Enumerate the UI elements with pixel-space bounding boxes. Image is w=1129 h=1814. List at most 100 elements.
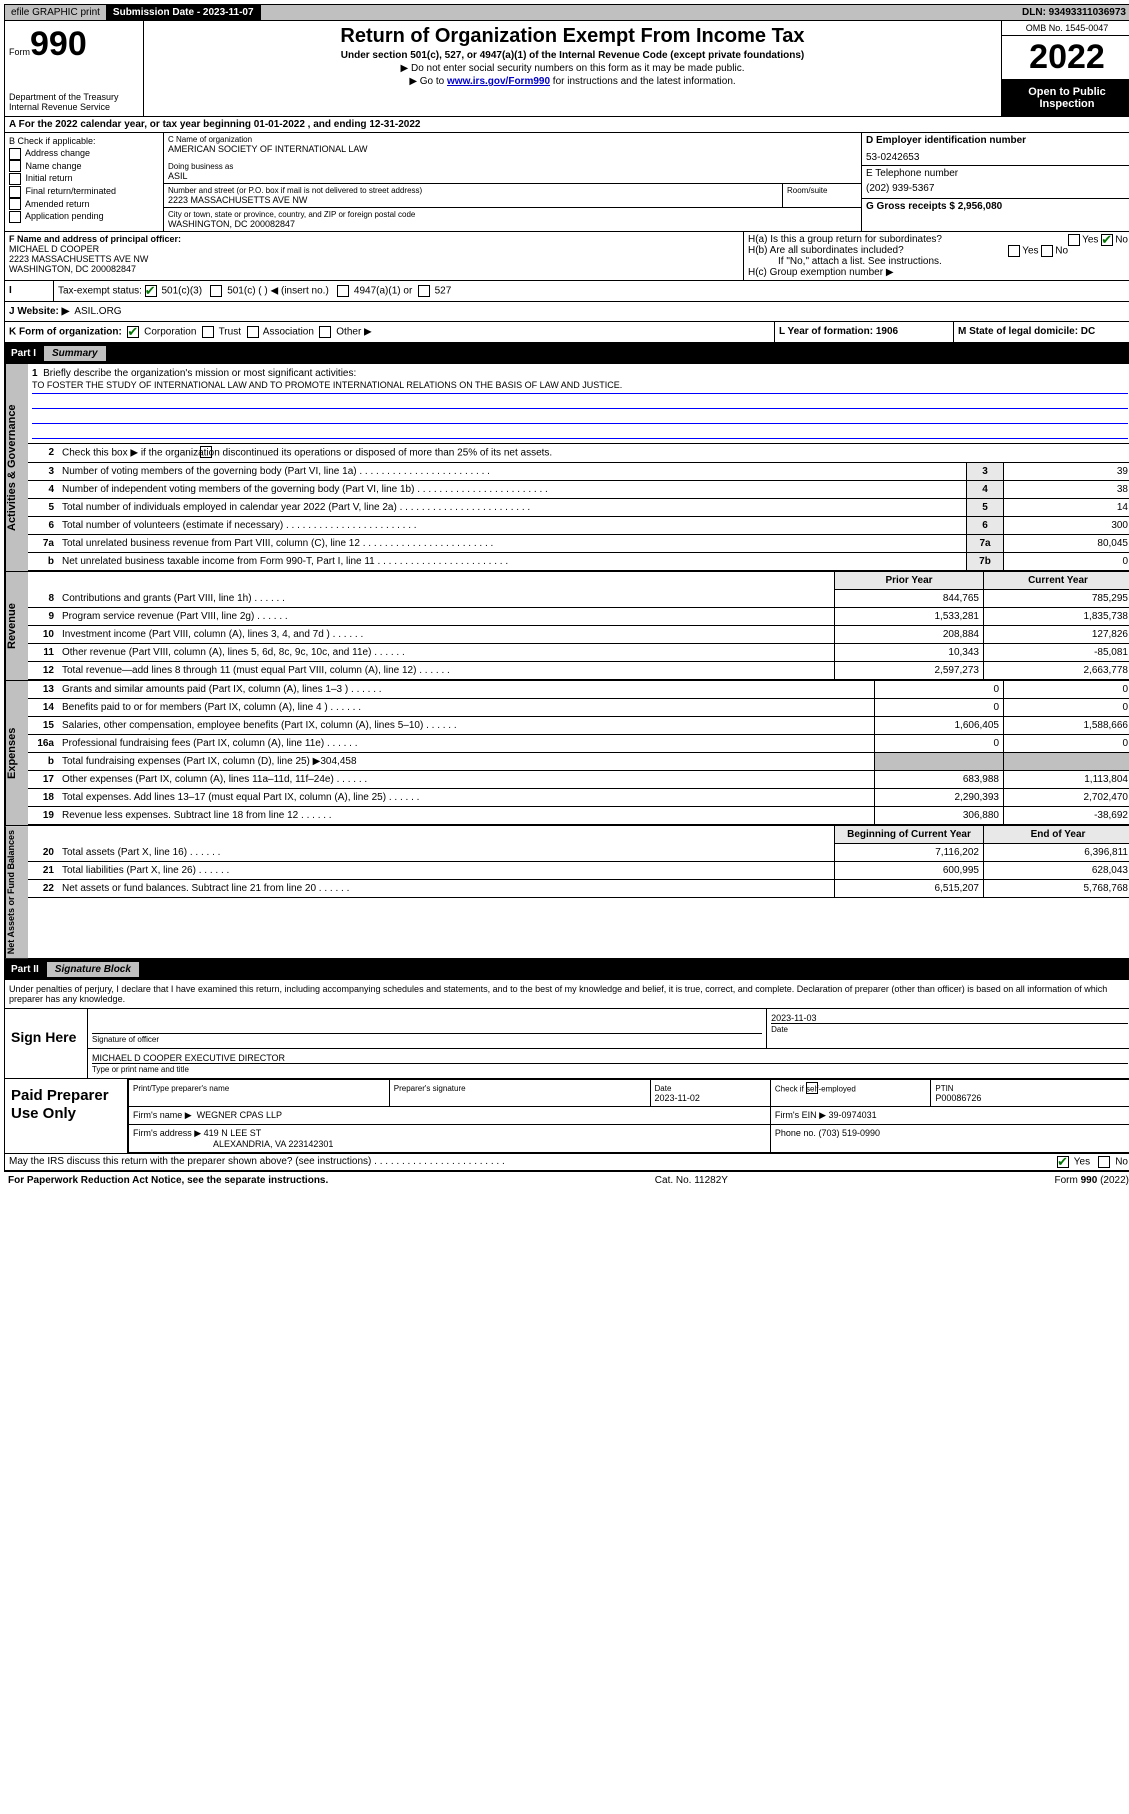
lbl-org-name: C Name of organization bbox=[168, 135, 857, 144]
state-domicile: M State of legal domicile: DC bbox=[954, 322, 1129, 342]
section-d-e-g: D Employer identification number 53-0242… bbox=[861, 133, 1129, 231]
cb-527[interactable] bbox=[418, 285, 430, 297]
form-subtitle-3: ▶ Go to www.irs.gov/Form990 for instruct… bbox=[148, 76, 997, 87]
cb-other[interactable] bbox=[319, 326, 331, 338]
form-header: Form990 Department of the Treasury Inter… bbox=[4, 21, 1129, 117]
cb-corp[interactable] bbox=[127, 326, 139, 338]
cb-assoc[interactable] bbox=[247, 326, 259, 338]
table-row: 8Contributions and grants (Part VIII, li… bbox=[28, 590, 1129, 608]
row-f-h: F Name and address of principal officer:… bbox=[4, 232, 1129, 281]
table-row: 15Salaries, other compensation, employee… bbox=[28, 717, 1129, 735]
cb-address-change[interactable] bbox=[9, 148, 21, 160]
cb-discontinued[interactable] bbox=[200, 446, 212, 458]
part-2-label: Part II bbox=[11, 964, 47, 975]
lbl-street: Number and street (or P.O. box if mail i… bbox=[168, 186, 778, 195]
table-row: 3Number of voting members of the governi… bbox=[28, 463, 1129, 481]
footer-left: For Paperwork Reduction Act Notice, see … bbox=[8, 1175, 328, 1186]
cb-501c[interactable] bbox=[210, 285, 222, 297]
table-row: 11Other revenue (Part VIII, column (A), … bbox=[28, 644, 1129, 662]
hdr-prep-name: Print/Type preparer's name bbox=[133, 1084, 229, 1093]
officer-name: MICHAEL D COOPER bbox=[9, 244, 739, 254]
hdr-end-year: End of Year bbox=[984, 826, 1129, 844]
firm-name-label: Firm's name ▶ bbox=[133, 1110, 192, 1120]
section-net-assets: Net Assets or Fund Balances Beginning of… bbox=[4, 826, 1129, 959]
year-formation: L Year of formation: 1906 bbox=[775, 322, 954, 342]
hdr-begin-year: Beginning of Current Year bbox=[835, 826, 984, 844]
vtab-expenses: Expenses bbox=[5, 681, 28, 825]
governance-rows: 3Number of voting members of the governi… bbox=[28, 463, 1129, 571]
part-1-title: Summary bbox=[44, 346, 106, 361]
cb-hb-no[interactable] bbox=[1041, 245, 1053, 257]
cb-application-pending[interactable] bbox=[9, 211, 21, 223]
table-row: 17Other expenses (Part IX, column (A), l… bbox=[28, 771, 1129, 789]
vtab-net-assets: Net Assets or Fund Balances bbox=[5, 826, 28, 958]
ptin: P00086726 bbox=[935, 1093, 981, 1103]
cb-hb-yes[interactable] bbox=[1008, 245, 1020, 257]
paid-preparer-block: Paid Preparer Use Only Print/Type prepar… bbox=[4, 1079, 1129, 1154]
section-b-title: B Check if applicable: bbox=[9, 135, 159, 147]
cb-name-change[interactable] bbox=[9, 160, 21, 172]
topbar-spacer bbox=[261, 11, 1016, 15]
mission-blank-1 bbox=[32, 394, 1128, 409]
table-row: 13Grants and similar amounts paid (Part … bbox=[28, 681, 1129, 699]
org-name: AMERICAN SOCIETY OF INTERNATIONAL LAW bbox=[168, 144, 857, 154]
table-row: 22Net assets or fund balances. Subtract … bbox=[28, 880, 1129, 898]
cb-ha-no[interactable] bbox=[1101, 234, 1113, 246]
dept-treasury: Department of the Treasury bbox=[9, 92, 139, 102]
section-c: C Name of organization AMERICAN SOCIETY … bbox=[164, 133, 861, 231]
mission-blank-2 bbox=[32, 409, 1128, 424]
submission-date[interactable]: Submission Date - 2023-11-07 bbox=[107, 5, 261, 20]
firm-addr2: ALEXANDRIA, VA 223142301 bbox=[133, 1139, 333, 1149]
cb-discuss-yes[interactable] bbox=[1057, 1156, 1069, 1168]
firm-ein: 39-0974031 bbox=[829, 1110, 877, 1120]
lbl-dba: Doing business as bbox=[168, 162, 857, 171]
row-a-tax-year: A For the 2022 calendar year, or tax yea… bbox=[4, 117, 1129, 133]
cb-self-employed[interactable] bbox=[806, 1082, 818, 1094]
header-center: Return of Organization Exempt From Incom… bbox=[144, 21, 1001, 116]
cb-amended-return[interactable] bbox=[9, 198, 21, 210]
declaration-text: Under penalties of perjury, I declare th… bbox=[4, 980, 1129, 1009]
irs-link[interactable]: www.irs.gov/Form990 bbox=[447, 76, 550, 87]
ptin-label: PTIN bbox=[935, 1084, 953, 1093]
part-2-title: Signature Block bbox=[47, 962, 139, 977]
section-expenses: Expenses 13Grants and similar amounts pa… bbox=[4, 681, 1129, 826]
part-1-label: Part I bbox=[11, 348, 44, 359]
table-row: 16aProfessional fundraising fees (Part I… bbox=[28, 735, 1129, 753]
part-2-header: Part II Signature Block bbox=[4, 959, 1129, 980]
cb-initial-return[interactable] bbox=[9, 173, 21, 185]
cb-501c3[interactable] bbox=[145, 285, 157, 297]
mission-label: Briefly describe the organization's miss… bbox=[43, 368, 356, 379]
header-left: Form990 Department of the Treasury Inter… bbox=[5, 21, 144, 116]
table-row: 19Revenue less expenses. Subtract line 1… bbox=[28, 807, 1129, 825]
form-title: Return of Organization Exempt From Incom… bbox=[148, 25, 997, 48]
efile-graphic-print[interactable]: efile GRAPHIC print bbox=[5, 5, 107, 20]
firm-addr1: 419 N LEE ST bbox=[204, 1128, 262, 1138]
officer-addr1: 2223 MASSACHUSETTS AVE NW bbox=[9, 254, 739, 264]
cb-ha-yes[interactable] bbox=[1068, 234, 1080, 246]
officer-name-label: Type or print name and title bbox=[92, 1065, 189, 1074]
block-b-c-d: B Check if applicable: Address change Na… bbox=[4, 133, 1129, 232]
firm-name: WEGNER CPAS LLP bbox=[197, 1110, 282, 1120]
discuss-row: May the IRS discuss this return with the… bbox=[4, 1154, 1129, 1171]
cb-final-return[interactable] bbox=[9, 186, 21, 198]
officer-name-title: MICHAEL D COOPER EXECUTIVE DIRECTOR bbox=[92, 1053, 1128, 1063]
firm-phone: (703) 519-0990 bbox=[818, 1128, 880, 1138]
firm-phone-label: Phone no. bbox=[775, 1128, 816, 1138]
cb-trust[interactable] bbox=[202, 326, 214, 338]
hdr-prep-sig: Preparer's signature bbox=[394, 1084, 466, 1093]
sign-here-label: Sign Here bbox=[5, 1009, 88, 1078]
website: ASIL.ORG bbox=[74, 306, 121, 317]
sign-here-block: Sign Here Signature of officer 2023-11-0… bbox=[4, 1009, 1129, 1079]
line-2: Check this box ▶ if the organization dis… bbox=[58, 444, 1129, 463]
section-h: H(a) Is this a group return for subordin… bbox=[743, 232, 1129, 280]
cb-4947[interactable] bbox=[337, 285, 349, 297]
cb-discuss-no[interactable] bbox=[1098, 1156, 1110, 1168]
h-b: H(b) Are all subordinates included? Yes … bbox=[748, 245, 1128, 256]
table-row: bNet unrelated business taxable income f… bbox=[28, 553, 1129, 571]
table-row: 4Number of independent voting members of… bbox=[28, 481, 1129, 499]
sig-officer-line bbox=[92, 1033, 762, 1034]
dba: ASIL bbox=[168, 171, 857, 181]
section-governance: Activities & Governance 1 Briefly descri… bbox=[4, 364, 1129, 572]
lbl-phone: E Telephone number bbox=[866, 168, 1128, 179]
table-row: bTotal fundraising expenses (Part IX, co… bbox=[28, 753, 1129, 771]
